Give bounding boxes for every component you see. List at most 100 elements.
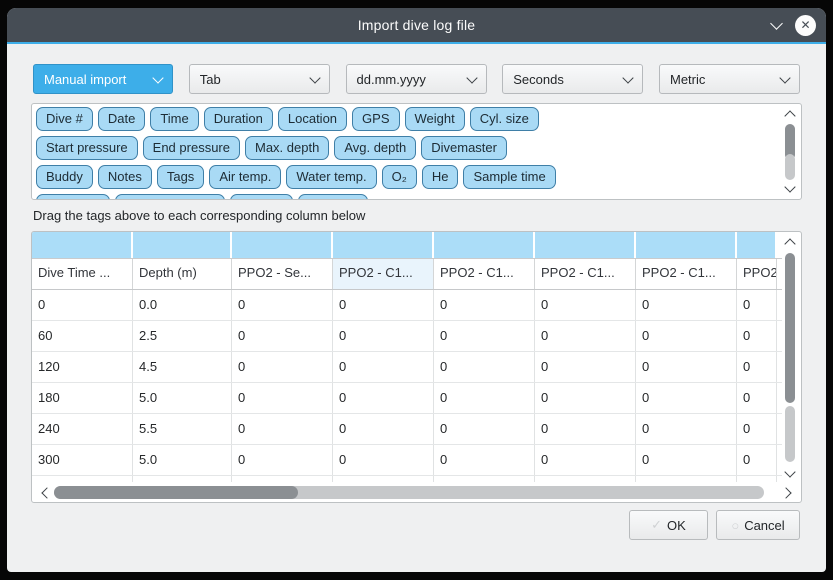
table-cell[interactable]: 60 (32, 321, 133, 351)
table-cell[interactable]: 0 (434, 414, 535, 444)
table-cell[interactable]: 0 (333, 290, 434, 320)
tag-end-pressure[interactable]: End pressure (142, 136, 240, 160)
table-cell[interactable]: 2.5 (133, 321, 232, 351)
table-cell[interactable]: 0 (636, 290, 737, 320)
table-cell[interactable]: 120 (32, 352, 133, 382)
table-cell[interactable]: 0 (434, 290, 535, 320)
table-cell[interactable]: 0 (232, 383, 333, 413)
scrollbar-track[interactable] (785, 154, 795, 180)
table-cell[interactable]: 180 (32, 383, 133, 413)
drop-target-cell[interactable] (434, 232, 535, 258)
tag-start-pressure[interactable]: Start pressure (36, 136, 138, 160)
table-cell[interactable]: 0 (535, 414, 636, 444)
table-cell[interactable]: 0 (333, 414, 434, 444)
scroll-up-icon[interactable] (784, 110, 796, 122)
tag-max-depth[interactable]: Max. depth (244, 136, 330, 160)
table-cell[interactable]: 0 (535, 352, 636, 382)
table-cell[interactable]: 300 (32, 445, 133, 475)
combo-units[interactable]: Metric (659, 64, 800, 94)
tag-avg-depth[interactable]: Avg. depth (334, 136, 417, 160)
table-cell[interactable]: 0 (535, 445, 636, 475)
drop-target-cell[interactable] (636, 232, 737, 258)
drop-target-cell[interactable] (232, 232, 333, 258)
column-header[interactable]: Depth (m) (133, 259, 232, 289)
scrollbar-thumb[interactable] (785, 253, 795, 403)
ok-button[interactable]: ✓ OK (629, 510, 708, 540)
table-cell[interactable]: 0 (32, 290, 133, 320)
tag-clipped[interactable] (298, 194, 368, 199)
drop-target-cell[interactable] (737, 232, 777, 258)
tag-water-temp[interactable]: Water temp. (286, 165, 377, 189)
tag-clipped[interactable] (115, 194, 225, 199)
table-cell[interactable]: 0 (535, 321, 636, 351)
drop-target-cell[interactable] (333, 232, 434, 258)
tag-clipped[interactable] (230, 194, 293, 199)
column-header[interactable]: PPO2 - C1... (535, 259, 636, 289)
column-header[interactable]: PPO2 - C1... (636, 259, 737, 289)
table-cell[interactable]: 0 (232, 445, 333, 475)
table-cell[interactable]: 0 (737, 321, 777, 351)
table-cell[interactable]: 0 (636, 352, 737, 382)
table-cell[interactable]: 0 (434, 321, 535, 351)
close-icon[interactable]: ✕ (795, 14, 816, 36)
scroll-down-icon[interactable] (784, 466, 796, 478)
scrollbar-thumb[interactable] (54, 486, 298, 499)
table-cell[interactable]: 0 (636, 445, 737, 475)
table-cell[interactable]: 0 (434, 383, 535, 413)
table-cell[interactable]: 0 (535, 290, 636, 320)
scroll-right-icon[interactable] (780, 487, 792, 499)
tag-panel-scrollbar[interactable] (782, 104, 798, 199)
column-header[interactable]: PPO2 - Se... (232, 259, 333, 289)
table-cell[interactable]: 0 (737, 414, 777, 444)
table-cell[interactable]: 0 (232, 414, 333, 444)
table-cell[interactable]: 0 (333, 321, 434, 351)
tag-cyl-size[interactable]: Cyl. size (469, 107, 539, 131)
table-vscrollbar[interactable] (782, 232, 798, 482)
tag-notes[interactable]: Notes (97, 165, 152, 189)
table-cell[interactable]: 0 (737, 352, 777, 382)
tag-tags[interactable]: Tags (156, 165, 205, 189)
scroll-down-icon[interactable] (784, 181, 796, 193)
combo-import-mode[interactable]: Manual import (33, 64, 173, 94)
tag-o[interactable]: O₂ (381, 165, 417, 189)
column-header[interactable]: PPO2 - C1... (434, 259, 535, 289)
tag-clipped[interactable] (36, 194, 110, 199)
table-cell[interactable]: 0 (636, 383, 737, 413)
titlebar[interactable]: Import dive log file ✕ (7, 8, 826, 44)
drop-target-cell[interactable] (535, 232, 636, 258)
table-cell[interactable]: 0 (232, 290, 333, 320)
combo-duration-format[interactable]: Seconds (502, 64, 644, 94)
tag-air-temp[interactable]: Air temp. (209, 165, 282, 189)
table-cell[interactable]: 240 (32, 414, 133, 444)
table-cell[interactable]: 0.0 (133, 290, 232, 320)
table-cell[interactable]: 0 (232, 352, 333, 382)
tag-sample-time[interactable]: Sample time (463, 165, 556, 189)
tag-date[interactable]: Date (97, 107, 146, 131)
tag-location[interactable]: Location (277, 107, 348, 131)
table-cell[interactable]: 5.0 (133, 445, 232, 475)
table-cell[interactable]: 0 (434, 352, 535, 382)
combo-date-format[interactable]: dd.mm.yyyy (345, 64, 487, 94)
table-cell[interactable]: 0 (636, 321, 737, 351)
table-cell[interactable]: 0 (333, 445, 434, 475)
table-cell[interactable]: 0 (434, 445, 535, 475)
table-cell[interactable]: 0 (333, 352, 434, 382)
column-header[interactable]: PPO2 (737, 259, 777, 289)
scroll-left-icon[interactable] (41, 487, 53, 499)
tag-duration[interactable]: Duration (203, 107, 273, 131)
column-header[interactable]: Dive Time ... (32, 259, 133, 289)
tag-buddy[interactable]: Buddy (36, 165, 93, 189)
table-hscrollbar[interactable] (32, 482, 801, 502)
table-cell[interactable]: 0 (232, 321, 333, 351)
cancel-button[interactable]: ○ Cancel (716, 510, 800, 540)
column-header[interactable]: PPO2 - C1... (333, 259, 434, 289)
table-cell[interactable]: 0 (737, 290, 777, 320)
drop-target-cell[interactable] (133, 232, 232, 258)
table-cell[interactable]: 4.5 (133, 352, 232, 382)
scrollbar-thumb[interactable] (785, 124, 795, 160)
table-cell[interactable]: 0 (737, 383, 777, 413)
tag-dive[interactable]: Dive # (36, 107, 93, 131)
scroll-up-icon[interactable] (784, 238, 796, 250)
tag-he[interactable]: He (421, 165, 459, 189)
tag-gps[interactable]: GPS (352, 107, 400, 131)
